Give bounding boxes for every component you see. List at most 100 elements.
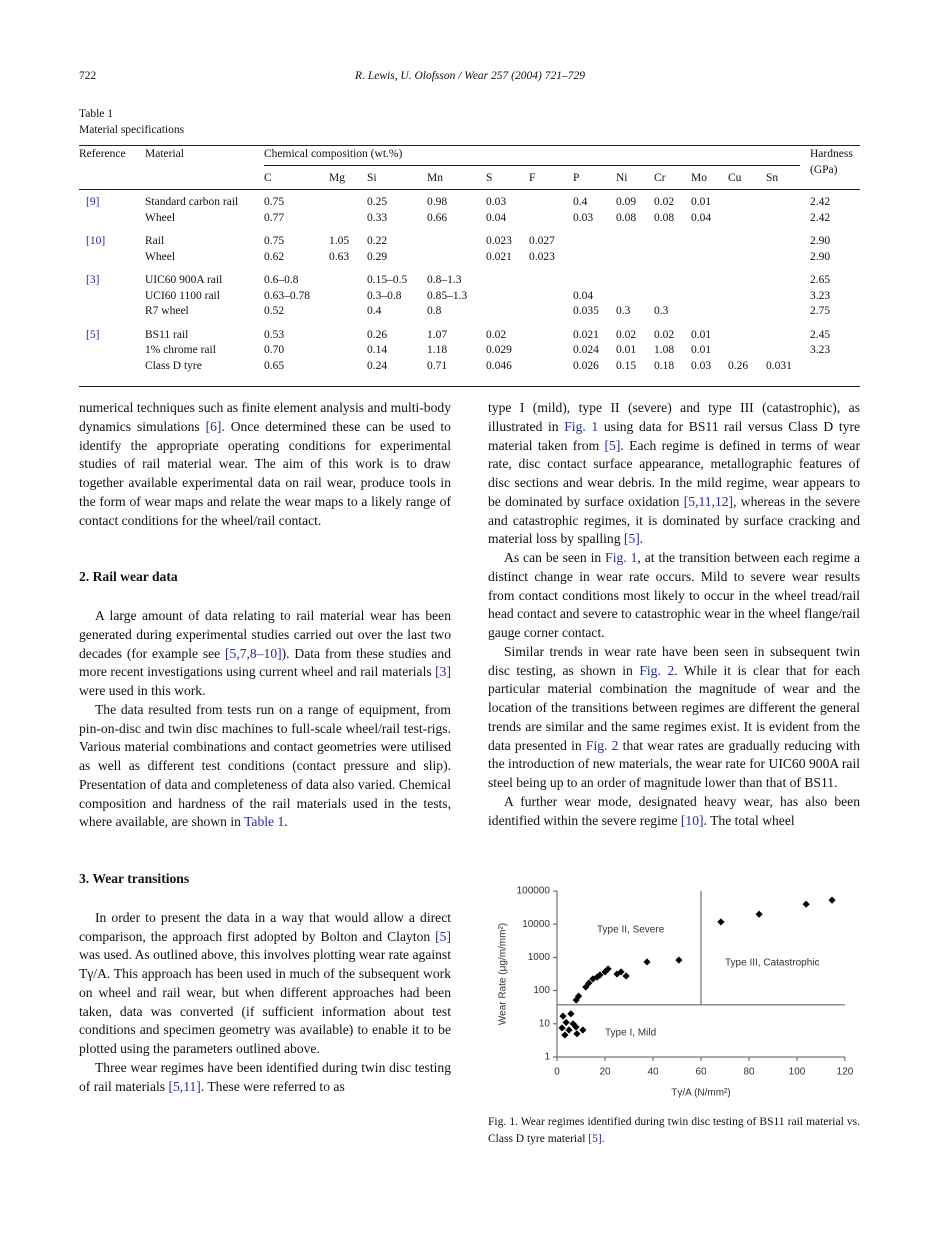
y-tick-label: 1 (544, 1052, 550, 1063)
y-tick-label: 10000 (522, 919, 550, 930)
text-run: A further wear mode, designated heavy we… (488, 793, 860, 828)
table-cell: 0.70 (264, 344, 285, 356)
table-cell: 0.14 (367, 344, 388, 356)
citation-link[interactable]: Table 1 (244, 814, 285, 830)
x-tick-label: 40 (647, 1067, 659, 1078)
citation-link[interactable]: [6] (205, 418, 222, 434)
column-header: Chemical composition (wt.%) (264, 148, 403, 160)
material-cell: UIC60 900A rail (145, 274, 223, 286)
x-tick-label: 120 (837, 1067, 854, 1078)
data-point (562, 1018, 570, 1027)
paragraph: In order to present the data in a way th… (79, 909, 451, 1059)
table-cell: 3.23 (810, 289, 831, 302)
table-cell: 0.02 (486, 328, 507, 341)
reference-link[interactable]: [9] (86, 196, 100, 208)
citation-link[interactable]: Fig. 1 (564, 418, 599, 434)
table-cell: 0.63 (329, 250, 350, 263)
column-header: Reference (79, 148, 126, 160)
table-cell: 0.29 (367, 250, 388, 263)
y-tick-label: 100 (533, 985, 550, 996)
citation-link[interactable]: [5] (623, 531, 640, 547)
y-tick-label: 10 (539, 1018, 551, 1029)
text-run: . Each regime is defined in terms of wea… (488, 437, 860, 509)
column-header: Si (367, 172, 377, 184)
figure-chart: 1 10 100 1000 10000 100000 0 20 40 60 80 100 120 Tγ/A… (498, 886, 854, 1099)
material-cell: Wheel (145, 250, 176, 263)
x-tick-label: 20 (599, 1067, 611, 1078)
table-cell: 0.01 (616, 344, 637, 356)
material-cell: UCI60 1100 rail (145, 289, 220, 302)
paragraph: Similar trends in wear rate have been se… (488, 643, 860, 793)
x-axis-label: Tγ/A (N/mm²) (671, 1088, 730, 1099)
table-cell: 0.021 (486, 250, 512, 263)
column-header: Hardness (810, 148, 853, 160)
citation-link[interactable]: Fig. 2 (639, 662, 675, 678)
text-run: As can be seen in (504, 550, 606, 565)
data-point (573, 1030, 581, 1038)
table-cell: 2.65 (810, 274, 831, 286)
citation-link[interactable]: [5] (435, 928, 451, 944)
column-header: Mo (691, 172, 707, 184)
reference-link[interactable]: [5] (86, 328, 100, 341)
data-point (579, 1026, 587, 1034)
table-cell: 0.026 (573, 359, 599, 372)
table-cell: 2.90 (810, 235, 831, 247)
table-cell: 0.22 (367, 235, 388, 247)
paragraph: The data resulted from tests run on a ra… (79, 701, 451, 832)
table-cell: 0.71 (427, 359, 448, 372)
column-header: (GPa) (810, 164, 838, 176)
text-run: Fig. 1. Wear regimes identified during t… (488, 1116, 860, 1145)
table-cell: 0.031 (766, 359, 792, 372)
citation-link[interactable]: [10] (680, 812, 704, 828)
table-cell: 0.25 (367, 196, 388, 208)
material-cell: Class D tyre (145, 359, 202, 372)
left-column: numerical techniques such as finite elem… (79, 399, 451, 1096)
text-run: . (639, 531, 644, 547)
table-cell: 0.4 (573, 196, 588, 208)
column-header: Cr (654, 172, 666, 184)
citation-link[interactable]: [5] (604, 437, 621, 453)
text-run: Similar trends in wear rate have been se… (488, 643, 860, 678)
citation-link[interactable]: Fig. 2 (585, 737, 619, 753)
text-run: In order to present the data in a way th… (79, 909, 451, 944)
citation-link[interactable]: [5,11,12] (683, 493, 734, 509)
reference-link[interactable]: [10] (86, 235, 106, 247)
reference-link[interactable]: [3] (86, 274, 100, 286)
table-cell: 0.15 (616, 359, 637, 372)
y-axis-label: Wear Rate (μg/m/mm²) (498, 923, 509, 1025)
right-column: type I (mild), type II (severe) and type… (488, 399, 860, 830)
citation-link[interactable]: [5,7,8–10] (225, 645, 282, 661)
table-rule (79, 189, 860, 190)
table-cell: 2.75 (810, 305, 831, 317)
table-cell: 1.18 (427, 344, 448, 356)
table-caption: Material specifications (79, 124, 185, 136)
citation-link[interactable]: [3] (435, 664, 451, 680)
table-cell: 0.6–0.8 (264, 274, 299, 286)
column-header: S (486, 172, 493, 184)
table-cell: 0.01 (691, 328, 712, 341)
column-header: Material (145, 148, 184, 160)
data-point (643, 958, 651, 966)
text-run: . Once determined these can be used to i… (79, 418, 451, 528)
column-header: P (573, 172, 580, 184)
citation-link[interactable]: [5] (588, 1133, 602, 1145)
paragraph: numerical techniques such as finite elem… (79, 399, 451, 530)
citation-link[interactable]: [5,11] (168, 1078, 201, 1094)
text-run: were used in this work. (79, 683, 206, 698)
table-cell: 2.90 (810, 250, 831, 263)
column-header: C (264, 172, 272, 184)
paragraph: Three wear regimes have been identified … (79, 1059, 451, 1097)
table-cell: 0.01 (691, 344, 712, 356)
table-cell: 0.03 (691, 359, 712, 372)
text-run: was used. As outlined above, this involv… (79, 947, 451, 1056)
x-tick-label: 80 (743, 1067, 755, 1078)
paragraph: As can be seen in Fig. 1, at the transit… (488, 549, 860, 643)
column-header: Cu (728, 172, 742, 184)
text-run: using data for BS11 rail versus Class D … (488, 418, 861, 453)
text-run: A large amount of data relating to rail … (79, 608, 451, 661)
text-run: , at the transition between each regime … (488, 550, 861, 640)
table-rule (79, 386, 860, 387)
column-header: Ni (616, 172, 628, 184)
table-cell: 0.75 (264, 196, 285, 208)
citation-link[interactable]: Fig. 1 (605, 550, 638, 565)
